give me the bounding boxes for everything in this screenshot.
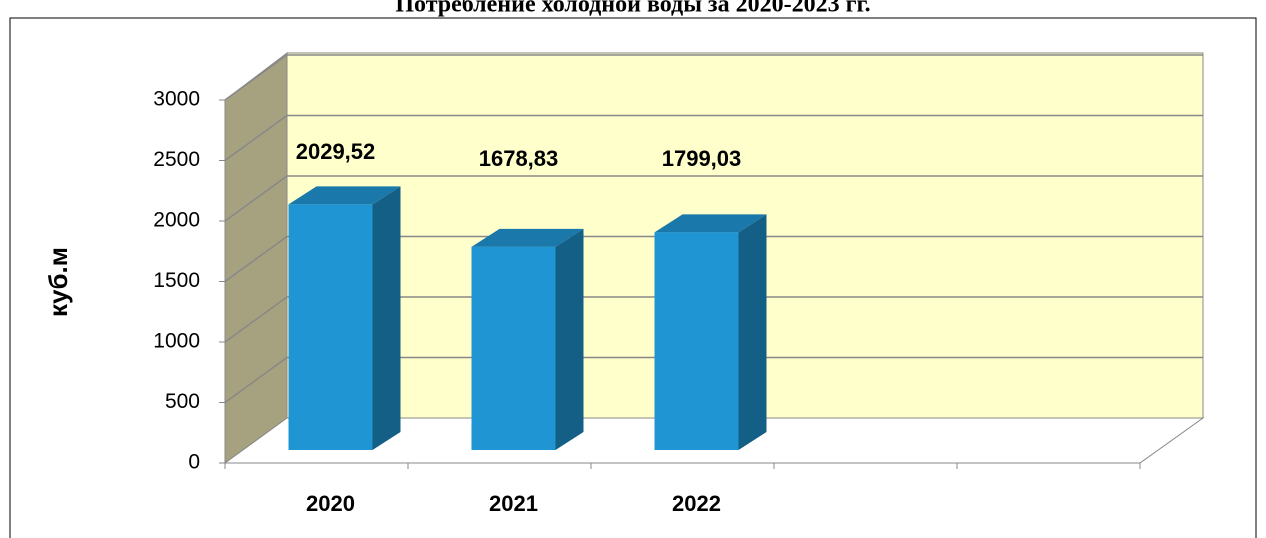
y-tick-label: 2500 [153, 148, 200, 171]
side-wall [224, 51, 288, 464]
bar-side [372, 186, 401, 450]
bar-side [738, 214, 767, 450]
grid-line [224, 114, 288, 162]
y-tick-label: 1000 [153, 330, 200, 353]
chart-title: Потребление холодной воды за 2020-2023 г… [395, 0, 870, 18]
grid-line [224, 296, 288, 343]
x-tick-label: 2021 [489, 491, 538, 516]
bar [288, 204, 373, 450]
y-tick-label: 3000 [153, 88, 200, 111]
bar-side [555, 228, 584, 450]
x-tick-label: 2020 [306, 491, 355, 516]
value-label: 1678,83 [479, 146, 559, 171]
x-tick-label: 2022 [672, 491, 721, 516]
bar [471, 246, 556, 450]
bar-top [288, 186, 401, 205]
y-axis-label: куб.м [43, 247, 73, 317]
y-tick-label: 500 [165, 390, 200, 413]
bar-top [654, 214, 767, 233]
y-tick-label: 0 [188, 451, 200, 474]
value-label: 1799,03 [662, 146, 742, 171]
bar [654, 232, 739, 450]
y-tick-label: 1500 [153, 269, 200, 292]
bar-top [471, 228, 584, 247]
grid-line [224, 356, 288, 404]
value-label: 2029,52 [296, 139, 376, 164]
grid-line [224, 54, 288, 101]
grid-line [224, 235, 288, 283]
y-tick-label: 2000 [153, 209, 200, 232]
grid-line [224, 175, 288, 222]
